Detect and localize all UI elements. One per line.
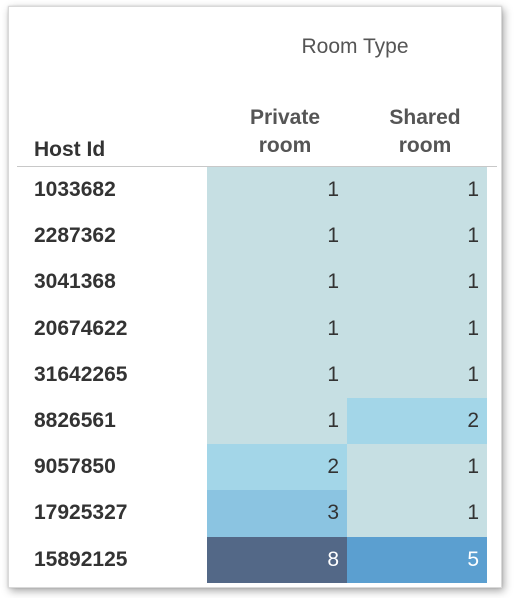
heatmap-cell: 1	[207, 167, 347, 213]
heatmap-cell: 2	[347, 398, 487, 444]
row-label-host-id: 1033682	[34, 178, 116, 201]
heatmap-cell: 1	[347, 490, 487, 537]
row-label-host-id: 8826561	[34, 409, 116, 432]
row-label-host-id: 31642265	[34, 363, 128, 386]
heatmap-cell: 1	[207, 213, 347, 259]
heatmap-cell: 1	[347, 167, 487, 213]
heatmap-cell: 1	[347, 259, 487, 306]
row-label-host-id: 9057850	[34, 455, 116, 478]
column-header-private-room: Private room	[215, 104, 355, 160]
heatmap-cell: 1	[347, 213, 487, 259]
row-label-host-id: 15892125	[34, 548, 128, 571]
heatmap-cell: 1	[207, 306, 347, 352]
heatmap-cell: 1	[207, 259, 347, 306]
row-header-title: Host Id	[34, 138, 106, 161]
heatmap-cell: 1	[347, 352, 487, 398]
heatmap-cell: 1	[347, 444, 487, 490]
column-header-line1: Private	[249, 106, 321, 129]
row-label-host-id: 2287362	[34, 224, 116, 247]
heatmap-cell: 2	[207, 444, 347, 490]
heatmap-cell: 5	[347, 537, 487, 583]
heatmap-table: Room Type Host Id Private room Shared ro…	[8, 6, 502, 588]
column-header-line1: Shared	[389, 106, 461, 129]
row-label-host-id: 17925327	[34, 501, 128, 524]
column-header-line2: room	[258, 134, 312, 157]
heatmap-cell: 1	[207, 352, 347, 398]
column-header-shared-room: Shared room	[355, 104, 495, 160]
heatmap-cell: 3	[207, 490, 347, 537]
heatmap-cell: 8	[207, 537, 347, 583]
row-label-host-id: 3041368	[34, 270, 116, 293]
header-divider	[17, 166, 497, 167]
heatmap-cell: 1	[347, 306, 487, 352]
column-header-line2: room	[398, 134, 452, 157]
column-group-header: Room Type	[301, 35, 409, 58]
heatmap-cell: 1	[207, 398, 347, 444]
row-label-host-id: 20674622	[34, 317, 128, 340]
